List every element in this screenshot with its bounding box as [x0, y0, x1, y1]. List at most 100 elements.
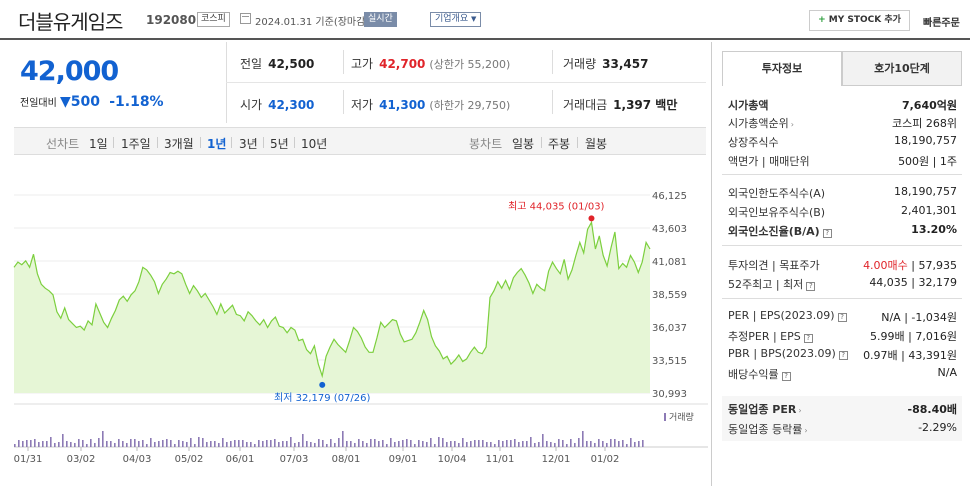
tab-separator	[231, 137, 232, 148]
volume-bar	[118, 439, 120, 447]
volume-bar	[426, 442, 428, 447]
volume-bar	[458, 443, 460, 447]
volume-bar	[378, 441, 380, 447]
volume-bar	[170, 440, 172, 447]
candle-chart-label: 봉차트	[469, 137, 503, 151]
volume-bar	[138, 441, 140, 447]
volume-bar	[318, 439, 320, 447]
help-icon[interactable]: ?	[837, 313, 847, 322]
volume-bar	[98, 438, 100, 447]
section-divider	[722, 174, 962, 175]
volume-bar	[206, 442, 208, 447]
volume-bar	[446, 442, 448, 447]
volume-bar	[474, 440, 476, 447]
volume-bar	[450, 441, 452, 447]
help-icon[interactable]: ?	[781, 372, 791, 381]
volume-bar	[538, 442, 540, 447]
volume-bar	[470, 441, 472, 447]
help-icon[interactable]: ?	[806, 282, 816, 291]
tab-hoga-10[interactable]: 호가10단계	[842, 51, 962, 86]
tab-separator	[113, 137, 114, 148]
tab-separator	[200, 137, 201, 148]
volume-bar	[210, 441, 212, 447]
volume-bar	[430, 438, 432, 447]
high-price: 고가 42,700 (상한가 55,200)	[351, 57, 511, 71]
volume-bar	[398, 441, 400, 447]
volume-bar	[498, 440, 500, 447]
volume-bar	[514, 439, 516, 447]
y-tick-label: 33,515	[652, 356, 687, 367]
volume-bar	[370, 439, 372, 447]
volume-bar	[190, 438, 192, 447]
help-icon[interactable]: ?	[822, 229, 832, 238]
volume-bar	[522, 441, 524, 447]
volume-bar	[622, 440, 624, 447]
volume-bar	[594, 443, 596, 447]
tab-10y[interactable]: 10년	[301, 137, 328, 151]
volume-bar	[258, 440, 260, 447]
tab-monthly[interactable]: 월봉	[585, 137, 608, 151]
divider	[552, 90, 553, 114]
volume-bar	[534, 443, 536, 447]
mystock-add-button[interactable]: + MY STOCK 추가	[809, 10, 910, 31]
volume-bar	[54, 443, 56, 447]
tab-5y[interactable]: 5년	[270, 137, 289, 151]
tab-3m[interactable]: 3개월	[164, 137, 194, 151]
volume-bar	[26, 440, 28, 447]
volume-bar	[230, 441, 232, 447]
help-icon[interactable]: ?	[838, 351, 848, 360]
volume-bar	[354, 443, 356, 447]
trade-amount: 거래대금 1,397 백만	[563, 98, 678, 112]
tab-1y[interactable]: 1년	[207, 137, 227, 151]
volume-bar	[66, 441, 68, 447]
volume-bar	[418, 440, 420, 447]
volume-bar	[494, 444, 496, 447]
peer-per-row[interactable]: 동일업종 PER › -88.40배	[728, 403, 957, 416]
volume-bar	[582, 431, 584, 447]
tab-3y[interactable]: 3년	[239, 137, 258, 151]
tab-daily[interactable]: 일봉	[512, 137, 535, 151]
invest-info-panel: 투자정보 호가10단계 시가총액 7,640억원 시가총액순위 › 코스피 268위 …	[711, 42, 970, 486]
volume-bar	[14, 444, 16, 447]
volume-bar	[70, 442, 72, 447]
volume-bar	[642, 440, 644, 447]
volume-bar	[58, 442, 60, 447]
tab-weekly[interactable]: 주봉	[548, 137, 571, 151]
price-chart[interactable]: 46,125 43,603 41,081 38,559 36,037 33,515 30,9…	[0, 158, 708, 478]
chevron-right-icon: ›	[798, 406, 802, 415]
volume-bar	[414, 444, 416, 447]
low-price: 저가 41,300 (하한가 29,750)	[351, 98, 511, 112]
tab-separator	[577, 137, 578, 148]
tab-invest-info[interactable]: 투자정보	[722, 51, 842, 86]
volume-bar	[346, 441, 348, 447]
per-eps-row: PER | EPS(2023.09)? N/A | -1,034원	[728, 309, 957, 324]
quick-order-button[interactable]: 빠른주문	[923, 18, 960, 29]
x-tick-label: 10/04	[438, 454, 467, 465]
x-tick-label: 12/01	[542, 454, 571, 465]
corp-info-dropdown[interactable]: 기업개요 ▼	[430, 12, 482, 27]
volume-bar	[306, 441, 308, 447]
volume-bar	[202, 438, 204, 447]
y-tick-label: 41,081	[652, 257, 687, 268]
volume-bar	[78, 439, 80, 447]
cap-rank-row[interactable]: 시가총액순위 › 코스피 268위	[728, 117, 957, 130]
volume-bar	[158, 441, 160, 447]
peer-rate-row[interactable]: 동일업종 등락률 › -2.29%	[728, 421, 957, 436]
divider	[343, 90, 344, 114]
volume-bar	[330, 439, 332, 447]
volume-bar	[570, 439, 572, 447]
volume-bar	[278, 442, 280, 447]
volume-bar	[282, 441, 284, 447]
help-icon[interactable]: ?	[803, 334, 813, 343]
tab-1w[interactable]: 1주일	[121, 137, 151, 151]
volume-bar	[478, 440, 480, 447]
quote-date: 2024.01.31 기준(장마감)	[255, 17, 370, 28]
volume-bar	[94, 443, 96, 447]
y-tick-label: 30,993	[652, 389, 687, 400]
tab-1d[interactable]: 1일	[89, 137, 108, 151]
realtime-button[interactable]: 실시간	[364, 12, 397, 27]
volume-bar	[386, 444, 388, 447]
volume-bar	[390, 438, 392, 447]
volume-bar	[214, 441, 216, 447]
volume-bar	[186, 442, 188, 447]
